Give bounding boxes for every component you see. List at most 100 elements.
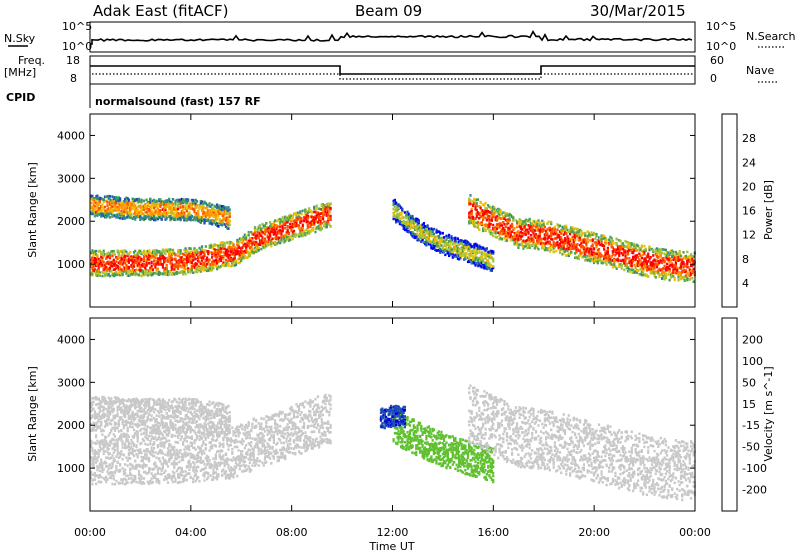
echo-cell: [267, 231, 270, 234]
echo-cell: [521, 222, 524, 226]
echo-cell: [449, 252, 452, 256]
echo-cell: [148, 253, 151, 257]
echo-cell: [149, 252, 152, 255]
echo-cell: [166, 256, 170, 260]
echo-cell: [468, 257, 471, 260]
echo-cell: [202, 212, 205, 215]
echo-cell: [139, 199, 142, 203]
echo-cell: [265, 230, 268, 233]
echo-cell: [497, 208, 500, 212]
echo-cell: [594, 233, 597, 236]
echo-cell: [547, 247, 550, 250]
echo-cell: [475, 247, 478, 251]
echo-cell: [154, 255, 157, 258]
echo-cell: [224, 210, 228, 213]
echo-cell: [207, 213, 210, 217]
echo-cell: [527, 219, 530, 222]
echo-cell: [208, 204, 211, 208]
echo-cell: [642, 267, 645, 271]
echo-cell: [658, 250, 661, 254]
echo-cell: [584, 238, 587, 241]
echo-cell: [257, 225, 260, 228]
echo-cell: [635, 271, 638, 274]
echo-cell: [470, 209, 473, 213]
echo-cell: [309, 230, 312, 234]
echo-cell: [676, 256, 679, 260]
echo-cell: [426, 237, 429, 240]
echo-cell: [125, 258, 128, 261]
echo-cell: [100, 259, 103, 263]
echo-cell: [185, 252, 188, 256]
echo-cell: [516, 225, 519, 229]
echo-cell: [102, 260, 105, 264]
echo-cell: [561, 244, 564, 247]
echo-cell: [223, 263, 226, 266]
echo-cell: [492, 205, 495, 209]
echo-cell: [153, 262, 156, 265]
echo-cell: [108, 274, 112, 278]
echo-cell: [217, 246, 220, 249]
echo-cell: [483, 223, 486, 227]
echo-cell: [566, 235, 569, 238]
echo-cell: [188, 210, 191, 214]
echo-cell: [177, 207, 180, 211]
echo-cell: [634, 245, 637, 248]
echo-cell: [189, 218, 192, 222]
echo-cell: [482, 209, 485, 212]
echo-cell: [119, 216, 122, 220]
echo-cell: [223, 207, 226, 210]
echo-cell: [440, 244, 443, 247]
echo-cell: [435, 241, 438, 245]
echo-cell: [289, 222, 292, 226]
echo-cell: [493, 207, 496, 211]
echo-cell: [483, 227, 486, 231]
echo-cell: [122, 211, 125, 214]
echo-cell: [504, 214, 507, 218]
echo-cell: [666, 256, 669, 259]
echo-cell: [158, 204, 161, 207]
echo-cell: [563, 224, 567, 228]
echo-cell: [594, 255, 597, 259]
echo-cell: [190, 205, 193, 208]
echo-cell: [226, 227, 229, 230]
echo-cell: [482, 229, 485, 233]
echo-cell: [120, 260, 123, 263]
echo-cell: [621, 245, 625, 249]
echo-cell: [211, 244, 214, 248]
echo-cell: [450, 237, 453, 240]
echo-cell: [134, 255, 137, 259]
echo-cell: [576, 228, 579, 231]
echo-cell: [579, 243, 582, 247]
echo-cell: [546, 247, 549, 251]
echo-cell: [228, 223, 231, 227]
echo-cell: [406, 225, 409, 229]
echo-cell: [237, 261, 240, 265]
echo-cell: [204, 267, 207, 271]
echo-cell: [614, 265, 617, 268]
echo-cell: [282, 240, 285, 244]
echo-cell: [518, 243, 521, 247]
echo-cell: [95, 264, 98, 267]
echo-cell: [189, 261, 192, 265]
echo-cell: [419, 232, 422, 235]
echo-cell: [498, 225, 501, 229]
echo-cell: [442, 240, 446, 243]
echo-cell: [187, 205, 190, 208]
echo-cell: [195, 270, 199, 273]
echo-cell: [202, 206, 205, 210]
echo-cell: [214, 254, 217, 257]
echo-cell: [193, 265, 196, 269]
echo-cell: [480, 265, 483, 269]
echo-cell: [475, 202, 478, 205]
echo-cell: [115, 206, 118, 209]
echo-cell: [144, 264, 147, 267]
echo-cell: [182, 272, 185, 276]
echo-cell: [542, 237, 545, 241]
echo-cell: [676, 259, 679, 262]
echo-cell: [396, 212, 399, 216]
echo-cell: [471, 222, 475, 226]
echo-cell: [95, 270, 98, 273]
echo-cell: [182, 252, 185, 256]
echo-cell: [247, 230, 250, 234]
echo-cell: [301, 233, 304, 237]
